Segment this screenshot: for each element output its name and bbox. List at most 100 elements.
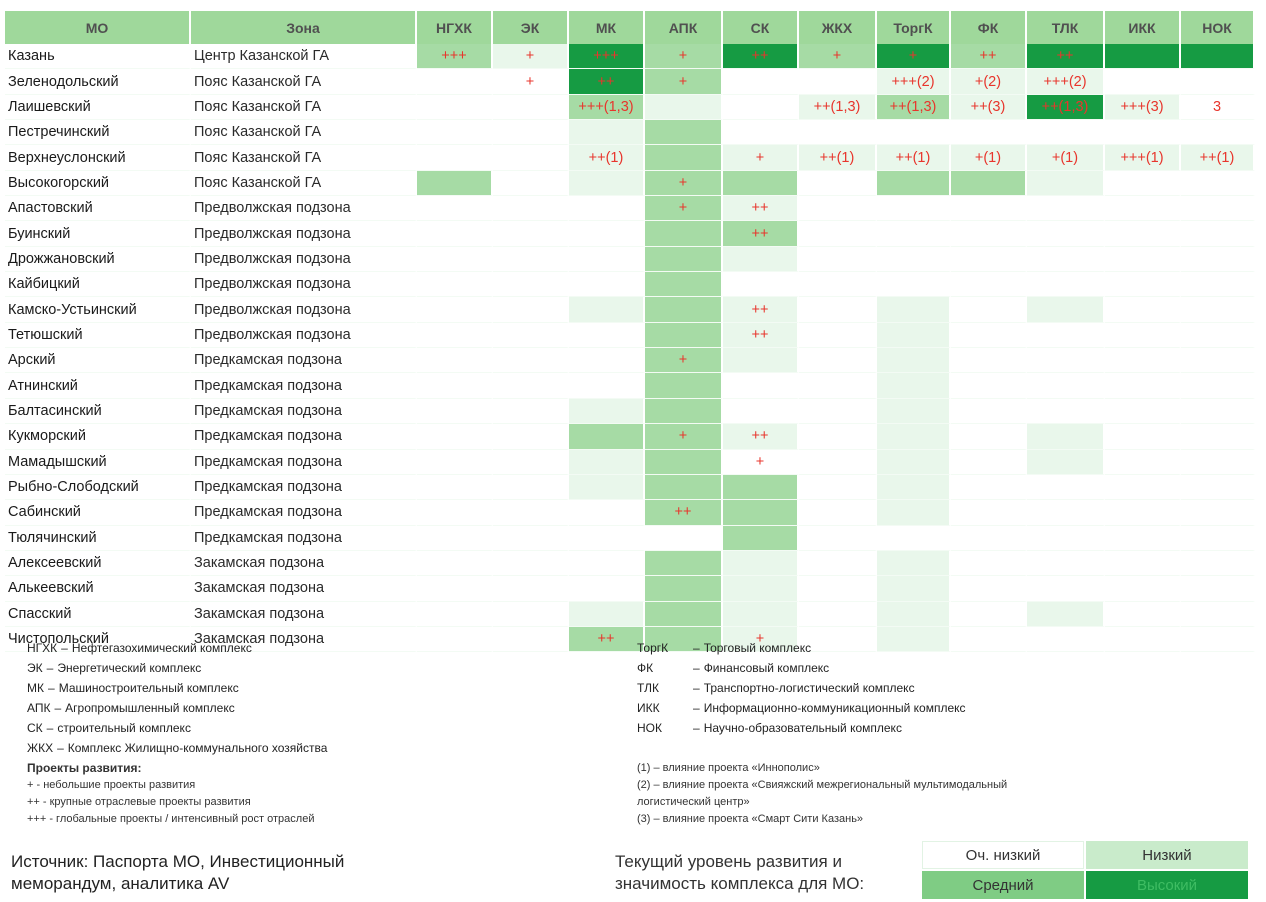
table-row: Зеленодольский Пояс Казанской ГА + ++ + +++(2… [5,69,1255,95]
matrix-cell: ++(1) [569,145,645,171]
matrix-cell: ++ [569,626,645,653]
matrix-cell [1105,297,1181,323]
table-row: Буинский Предволжская подзона ++ [5,221,1255,247]
matrix-cell [417,69,493,95]
zone-name: Пояс Казанской ГА [191,94,417,121]
matrix-cell [799,170,877,197]
matrix-cell [1027,576,1105,602]
level-very-low: Оч. низкий [922,841,1084,869]
legend-dash: – [48,681,55,695]
matrix-cell [1181,272,1255,298]
mo-name: Пестречинский [5,120,191,146]
matrix-cell [417,449,493,475]
matrix-cell [417,398,493,425]
table-row: Лаишевский Пояс Казанской ГА +++(1,3) ++(1,… [5,94,1255,121]
matrix-cell [799,424,877,450]
mo-name: Арский [5,348,191,374]
matrix-cell [1181,69,1255,95]
matrix-cell [1105,272,1181,298]
table-row: Кайбицкий Предволжская подзона [5,272,1255,298]
mo-name: Тюлячинский [5,525,191,551]
matrix-cell [417,297,493,323]
matrix-cell [645,94,723,121]
matrix-cell [799,322,877,349]
matrix-cell [645,120,723,146]
legend-dash: – [61,641,68,655]
matrix-cell [1181,474,1255,501]
level-legend-label: Текущий уровень развития и значимость ко… [615,852,865,893]
legend-text: Энергетический комплекс [57,661,202,675]
matrix-cell [645,525,723,551]
matrix-cell [951,272,1027,298]
matrix-cell [1027,626,1105,653]
matrix-cell [417,322,493,349]
table-row: Атнинский Предкамская подзона [5,373,1255,399]
matrix-cell: + [877,44,951,70]
matrix-cell [723,550,799,577]
table-row: Балтасинский Предкамская подзона [5,398,1255,425]
influence-notes: (1) – влияние проекта «Иннополис» (2) – … [637,760,1007,828]
legend-text: Нефтегазохимический комплекс [71,641,252,655]
matrix-cell [1027,170,1105,197]
matrix-cell [1105,550,1181,577]
table-row: Алькеевский Закамская подзона [5,576,1255,602]
matrix-cell [569,348,645,374]
matrix-cell [877,246,951,273]
matrix-cell [1105,500,1181,526]
matrix-cell [723,576,799,602]
legend-text: Машиностроительный комплекс [58,681,239,695]
mo-name: Буинский [5,221,191,247]
matrix-cell [877,626,951,653]
mo-name: Зеленодольский [5,69,191,95]
legend-item: МК – Машиностроительный комплекс [27,678,327,698]
matrix-cell [645,297,723,323]
zone-name: Пояс Казанской ГА [191,145,417,171]
column-header: ЭК [493,11,569,44]
legend-text: Транспортно-логистический комплекс [703,681,915,695]
matrix-cell [951,322,1027,349]
matrix-cell [723,170,799,197]
projects-title: Проекты развития: [27,761,142,775]
legend-text: строительный комплекс [57,721,191,735]
matrix-cell [645,398,723,425]
zone-name: Предкамская подзона [191,424,417,450]
legend-text: Информационно-коммуникационный комплекс [703,701,966,715]
matrix-cell: ++ [1027,44,1105,70]
matrix-cell [723,69,799,95]
matrix-cell: ++ [645,500,723,526]
matrix-cell [645,550,723,577]
matrix-cell [493,500,569,526]
matrix-cell [417,601,493,627]
mo-name: Алькеевский [5,576,191,602]
matrix-cell [1181,398,1255,425]
matrix-cell [493,601,569,627]
legend-item: ТоргК – Торговый комплекс [637,638,966,658]
matrix-cell [799,626,877,653]
matrix-cell [1181,221,1255,247]
matrix-cell: +(1) [1027,145,1105,171]
matrix-cell [569,449,645,475]
legend-abbr: ЖКХ [27,741,54,755]
matrix-cell [1105,120,1181,146]
mo-name: Высокогорский [5,170,191,197]
matrix-cell [569,398,645,425]
matrix-cell [1105,348,1181,374]
matrix-cell: + [723,145,799,171]
table-row: Высокогорский Пояс Казанской ГА + [5,170,1255,197]
legend-complexes-left: НГХК – Нефтегазохимический комплекс ЭК – Энер… [27,638,327,758]
matrix-cell [1105,221,1181,247]
matrix-cell [951,373,1027,399]
matrix-cell [569,424,645,450]
legend-item: ТЛК – Транспортно-логистический комплекс [637,678,966,698]
zone-name: Предволжская подзона [191,322,417,349]
zone-name: Закамская подзона [191,550,417,577]
matrix-cell [493,449,569,475]
column-header: Зона [191,11,417,44]
table-row: Пестречинский Пояс Казанской ГА [5,120,1255,146]
matrix-cell [417,373,493,399]
mo-name: Кайбицкий [5,272,191,298]
matrix-cell [645,373,723,399]
mo-name: Рыбно-Слободский [5,474,191,501]
matrix-cell: +++ [569,44,645,70]
matrix-cell [877,500,951,526]
